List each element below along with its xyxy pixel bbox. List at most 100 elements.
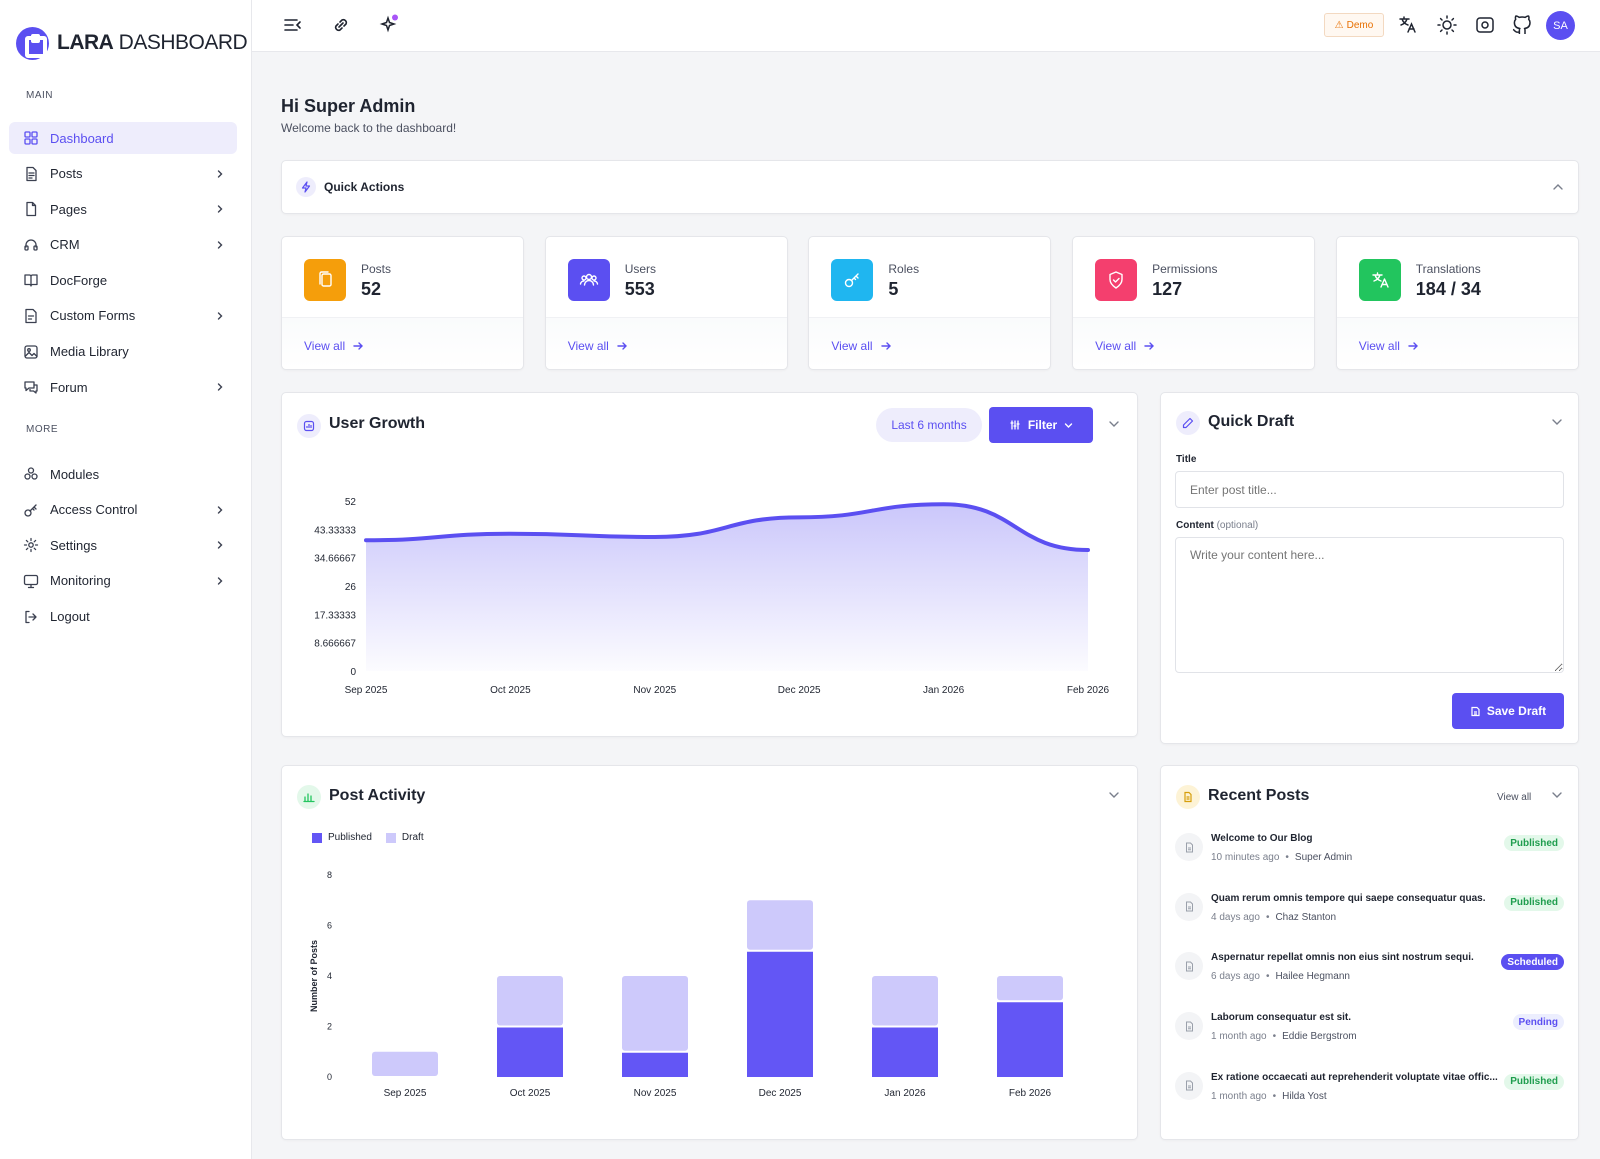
y-tick-label: 4 xyxy=(327,971,332,981)
x-tick-label: Feb 2026 xyxy=(1067,685,1110,696)
bar-draft xyxy=(997,976,1063,1001)
y-tick-label: 0 xyxy=(327,1072,332,1082)
monitor-icon xyxy=(23,573,39,589)
bar-published xyxy=(747,950,813,1077)
x-tick-label: Oct 2025 xyxy=(490,685,531,696)
y-tick-label: 26 xyxy=(345,582,357,593)
brand[interactable]: LARA DASHBOARD xyxy=(0,0,251,86)
document-icon xyxy=(23,166,39,182)
y-tick-label: 34.66667 xyxy=(314,554,356,565)
sidebar-item-logout[interactable]: Logout xyxy=(9,601,237,633)
headset-icon xyxy=(23,237,39,253)
post-activity-chart: Sep 2025 Oct 2025 Nov 2025 Dec 2025 Jan 2026… xyxy=(309,870,1063,1099)
bar-draft xyxy=(372,1051,438,1076)
quick-actions-title: Quick Actions xyxy=(324,180,405,194)
screen-icon[interactable] xyxy=(1474,14,1496,36)
list-item[interactable]: Quam rerum omnis tempore qui saepe conse… xyxy=(1175,889,1564,939)
sidebar-item-custom-forms[interactable]: Custom Forms xyxy=(9,300,237,332)
translate-icon[interactable] xyxy=(1397,14,1419,36)
arrow-right-icon xyxy=(1408,341,1418,351)
translate-icon xyxy=(1358,259,1401,301)
y-tick-label: 17.33333 xyxy=(314,610,356,621)
chart-legend: Published Draft xyxy=(312,832,424,843)
y-tick-label: 2 xyxy=(327,1022,332,1032)
x-tick-label: Jan 2026 xyxy=(923,685,965,696)
bar-chart-icon xyxy=(297,785,321,809)
y-tick-label: 43.33333 xyxy=(314,525,356,536)
github-icon[interactable] xyxy=(1511,14,1533,36)
sidebar-item-label: Forum xyxy=(50,379,88,395)
sidebar-item-label: Access Control xyxy=(50,502,138,518)
view-all-link[interactable]: View all xyxy=(568,339,627,353)
chevron-down-icon[interactable] xyxy=(1551,789,1563,801)
status-badge: Published xyxy=(1504,1073,1564,1090)
chevron-right-icon xyxy=(215,311,225,321)
chevron-right-icon xyxy=(215,204,225,214)
sidebar-item-label: Dashboard xyxy=(50,130,114,146)
bar-published xyxy=(497,1026,563,1077)
menu-collapse-icon[interactable] xyxy=(282,14,304,36)
sidebar-item-docforge[interactable]: DocForge xyxy=(9,264,237,296)
view-all-link[interactable]: View all xyxy=(1095,339,1155,353)
view-all-link[interactable]: View all xyxy=(1497,792,1532,803)
sidebar-item-label: Modules xyxy=(50,466,100,482)
y-tick-label: 8 xyxy=(327,870,332,880)
avatar[interactable]: SA xyxy=(1546,11,1575,40)
stat-card-footer xyxy=(1073,317,1315,369)
sidebar-item-access-control[interactable]: Access Control xyxy=(9,494,237,526)
save-draft-button[interactable]: Save Draft xyxy=(1452,693,1564,729)
warning-icon: ⚠ xyxy=(1334,19,1344,31)
post-title[interactable]: Laborum consequatur est sit. xyxy=(1211,1012,1352,1024)
sidebar-item-forum[interactable]: Forum xyxy=(9,371,237,403)
copy-icon xyxy=(304,259,346,301)
list-item[interactable]: Laborum consequatur est sit. 1 month ago •… xyxy=(1175,1008,1564,1058)
chevron-down-icon[interactable] xyxy=(1108,418,1120,430)
sidebar-item-label: Media Library xyxy=(50,344,129,360)
link-icon[interactable] xyxy=(330,14,352,36)
post-title[interactable]: Ex ratione occaecati aut reprehenderit v… xyxy=(1211,1071,1498,1083)
sidebar-item-posts[interactable]: Posts xyxy=(9,158,237,190)
chevron-up-icon[interactable] xyxy=(1552,181,1564,193)
chevron-down-icon[interactable] xyxy=(1551,416,1563,428)
sidebar-item-dashboard[interactable]: Dashboard xyxy=(9,122,237,154)
sidebar-item-monitoring[interactable]: Monitoring xyxy=(9,565,237,597)
sidebar-item-modules[interactable]: Modules xyxy=(9,458,237,490)
brand-name: LARA DASHBOARD xyxy=(57,31,248,54)
chevron-down-icon[interactable] xyxy=(1108,789,1120,801)
logout-icon xyxy=(23,609,39,625)
sidebar-item-settings[interactable]: Settings xyxy=(9,529,237,561)
post-title[interactable]: Welcome to Our Blog xyxy=(1211,833,1313,844)
list-item[interactable]: Aspernatur repellat omnis non eius sint … xyxy=(1175,948,1564,998)
content-textarea[interactable] xyxy=(1175,537,1564,673)
view-all-link[interactable]: View all xyxy=(304,339,364,353)
sidebar-item-crm[interactable]: CRM xyxy=(9,229,237,261)
x-tick-label: Feb 2026 xyxy=(1009,1088,1052,1099)
form-icon xyxy=(23,308,39,324)
list-item[interactable]: Ex ratione occaecati aut reprehenderit v… xyxy=(1175,1068,1564,1118)
post-title[interactable]: Quam rerum omnis tempore qui saepe conse… xyxy=(1211,892,1486,904)
sidebar-item-label: CRM xyxy=(50,237,80,253)
list-item[interactable]: Welcome to Our Blog 10 minutes ago • Super … xyxy=(1175,829,1564,879)
document-icon xyxy=(1176,785,1200,809)
edit-icon xyxy=(1176,411,1200,435)
sidebar-item-label: Custom Forms xyxy=(50,308,136,324)
sidebar-item-label: Pages xyxy=(50,201,87,217)
view-all-link[interactable]: View all xyxy=(1359,339,1418,353)
sparkle-icon[interactable] xyxy=(378,14,400,36)
user-growth-chart: 52 43.33333 34.66667 26 17.33333 8.666667 0 Sep… xyxy=(314,497,1110,696)
quick-actions-card[interactable]: Quick Actions xyxy=(281,160,1579,214)
legend-swatch-draft xyxy=(385,832,396,843)
sidebar-item-pages[interactable]: Pages xyxy=(9,193,237,225)
sun-icon[interactable] xyxy=(1436,14,1458,36)
more-nav: Modules Access Control Settings Monitoring L… xyxy=(0,458,251,632)
quick-draft-card: Quick Draft Title Content (optional) Sav… xyxy=(1160,392,1579,744)
post-title[interactable]: Aspernatur repellat omnis non eius sint … xyxy=(1211,952,1474,964)
range-button[interactable]: Last 6 months xyxy=(876,408,982,442)
image-icon xyxy=(23,344,39,360)
filter-button[interactable]: Filter xyxy=(989,407,1093,443)
title-input[interactable] xyxy=(1175,471,1564,508)
grid-icon xyxy=(23,130,39,146)
view-all-link[interactable]: View all xyxy=(831,339,891,353)
stat-card-footer xyxy=(282,317,523,369)
sidebar-item-media-library[interactable]: Media Library xyxy=(9,336,237,368)
